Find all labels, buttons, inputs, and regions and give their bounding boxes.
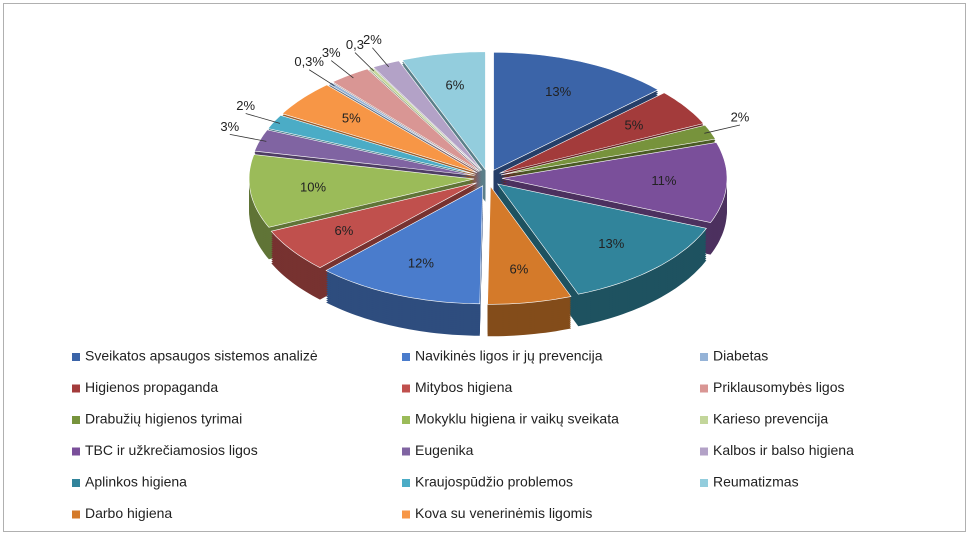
leader-line xyxy=(372,47,390,68)
legend-label: Priklausomybės ligos xyxy=(713,379,845,395)
legend-swatch xyxy=(72,353,80,361)
legend-swatch xyxy=(402,384,410,393)
data-label: 3% xyxy=(322,45,341,60)
data-label: 6% xyxy=(445,78,464,93)
legend-swatch xyxy=(700,447,708,456)
legend-label: Reumatizmas xyxy=(713,474,799,490)
legend-label: Kova su venerinėmis ligomis xyxy=(415,505,592,521)
slice xyxy=(499,92,705,174)
legend-swatch xyxy=(402,447,410,456)
slice xyxy=(493,52,659,171)
slice xyxy=(501,142,728,223)
leader-line xyxy=(308,69,335,87)
legend-swatch xyxy=(700,353,708,361)
data-label: 3% xyxy=(220,119,239,134)
legend-swatch xyxy=(700,416,708,424)
data-label: 13% xyxy=(545,84,571,99)
slice xyxy=(248,154,475,228)
legend-label: Navikinės ligos ir jų prevencija xyxy=(415,348,603,364)
legend-swatch xyxy=(402,510,410,519)
legend-label: Kalbos ir balso higiena xyxy=(713,442,854,458)
leader-line xyxy=(330,60,354,79)
data-label: 13% xyxy=(598,236,624,251)
legend-label: Darbo higiena xyxy=(85,505,172,521)
data-label: 6% xyxy=(510,261,529,276)
data-label: 2% xyxy=(236,98,255,113)
data-label: 12% xyxy=(408,256,434,271)
leader-line xyxy=(704,124,741,134)
legend-swatch xyxy=(700,384,708,393)
legend-swatch xyxy=(72,510,80,519)
legend-label: Karieso prevencija xyxy=(713,411,828,427)
legend-label: Mokyklu higiena ir vaikų sveikata xyxy=(415,411,619,427)
legend-label: Higienos propaganda xyxy=(85,379,218,395)
legend-swatch xyxy=(700,479,708,487)
data-label: 10% xyxy=(300,179,326,194)
slice xyxy=(325,185,484,305)
legend-swatch xyxy=(72,447,80,456)
leader-line xyxy=(354,52,375,72)
legend-swatch xyxy=(72,479,80,487)
legend: Sveikatos apsaugos sistemos analizė Higie… xyxy=(72,348,854,521)
slice xyxy=(497,183,707,295)
data-label: 5% xyxy=(625,117,644,132)
leader-line xyxy=(229,133,267,142)
data-label: 5% xyxy=(342,111,361,126)
legend-swatch xyxy=(72,384,80,393)
slice xyxy=(401,51,486,171)
data-label: 11% xyxy=(651,173,676,188)
data-label: 2% xyxy=(731,109,750,124)
leader-line xyxy=(245,113,281,124)
slice xyxy=(270,182,477,268)
legend-label: Eugenika xyxy=(415,442,474,458)
legend-label: Kraujospūdžio problemos xyxy=(415,474,573,490)
legend-label: Aplinkos higiena xyxy=(85,474,187,490)
legend-swatch xyxy=(72,416,80,424)
legend-label: Mitybos higiena xyxy=(415,379,512,395)
data-label: 6% xyxy=(335,223,354,238)
legend-swatch xyxy=(402,353,410,361)
legend-label: Diabetas xyxy=(713,348,768,364)
legend-swatch xyxy=(402,479,410,487)
legend-label: Sveikatos apsaugos sistemos analizė xyxy=(85,348,318,364)
data-label: 0,3% xyxy=(294,54,324,69)
pie: 13%5%2%11%13%6%12%6%10%3%2%5%0,3%3%0,32%… xyxy=(220,32,750,337)
slice xyxy=(281,84,478,173)
legend-label: TBC ir užkrečiamosios ligos xyxy=(85,442,258,458)
data-label: 2% xyxy=(363,32,382,47)
data-label: 0,3 xyxy=(346,37,364,52)
legend-swatch xyxy=(402,416,410,424)
slice xyxy=(487,185,572,305)
legend-label: Drabužių higienos tyrimai xyxy=(85,411,242,427)
